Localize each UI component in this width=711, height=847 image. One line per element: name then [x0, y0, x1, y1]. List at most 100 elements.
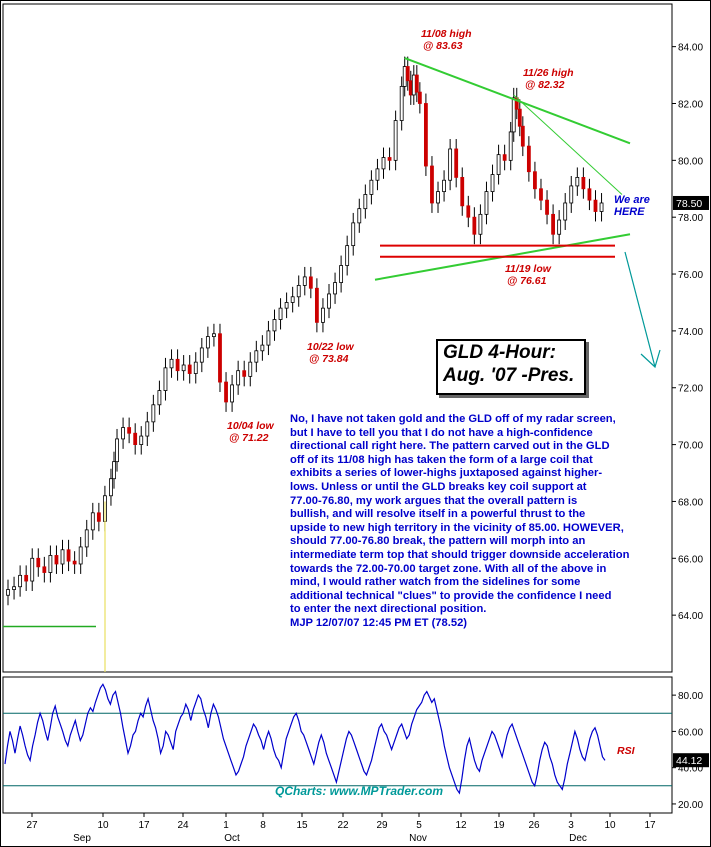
candle-body [278, 307, 283, 320]
candle [175, 349, 180, 381]
candle-body [6, 589, 10, 596]
candle-body [333, 282, 337, 295]
commentary-line: upside to new high territory in the vici… [290, 521, 624, 534]
candle-body [375, 168, 380, 181]
annotation: 10/04 low@ 71.22 [227, 420, 275, 444]
y-tick-label: 82.00 [678, 99, 703, 110]
candle [30, 548, 35, 591]
candle-body [205, 336, 210, 349]
candle-body [448, 148, 453, 181]
last-price-box [673, 195, 709, 210]
candle-body [551, 213, 555, 235]
candle-body [260, 344, 265, 352]
candle-body [539, 188, 543, 201]
candle [6, 579, 10, 606]
candle-body [302, 276, 307, 286]
chart-title-line-2: Aug. '07 -Pres. [443, 365, 575, 386]
candle-body [48, 555, 53, 573]
annotation-line: 11/19 low [505, 263, 552, 275]
annotation-line: We are [614, 194, 650, 206]
rsi-panel [2, 676, 673, 814]
candle [284, 292, 289, 319]
candle [399, 76, 404, 131]
candle-body [508, 131, 513, 161]
candle-body [266, 330, 271, 346]
candle-body [533, 171, 537, 190]
candle-body [248, 361, 253, 377]
candle-body [151, 404, 156, 423]
candle [205, 326, 210, 358]
candle-body [460, 176, 465, 207]
x-tick-label: 8 [260, 820, 266, 831]
candle [169, 349, 174, 378]
candle-body [254, 350, 259, 363]
candle [112, 451, 116, 489]
candle [115, 428, 119, 472]
candle-body [60, 549, 65, 565]
candle-body [575, 176, 580, 187]
annotation: 10/22 low@ 73.84 [307, 341, 355, 365]
candle [526, 136, 531, 182]
annotation-line: @ 71.22 [229, 432, 269, 444]
candle [454, 139, 459, 188]
candle-body [414, 74, 419, 93]
candle-body [84, 529, 89, 548]
rsi-y-tick-label: 80.00 [678, 691, 703, 702]
x-tick-label: 3 [568, 820, 574, 831]
candle [436, 181, 440, 213]
candle [199, 338, 204, 373]
candle [533, 161, 537, 199]
candle-body [526, 145, 531, 173]
rsi-last-box [673, 753, 709, 768]
x-tick-label: 19 [493, 820, 505, 831]
candle-body [187, 364, 192, 374]
rsi-y-tick-label: 60.00 [678, 727, 703, 738]
month-label: Nov [409, 833, 427, 844]
candle-body [42, 566, 47, 573]
candle [12, 576, 16, 600]
candle [24, 565, 29, 591]
candle-body [587, 188, 592, 201]
x-tick-label: 15 [296, 820, 308, 831]
candle [84, 519, 89, 557]
y-tick-label: 64.00 [678, 611, 703, 622]
candle [593, 190, 598, 222]
downside-arrow-shaft [624, 251, 656, 368]
candle-body [405, 66, 410, 82]
candle [508, 121, 513, 171]
rsi-y-tick-label: 20.00 [678, 800, 703, 811]
candle [60, 539, 65, 574]
candle [405, 56, 410, 91]
candle [511, 87, 516, 142]
candle-body [96, 512, 101, 522]
commentary-line: mind, I would rather watch from the side… [290, 576, 581, 589]
candle-body [563, 202, 568, 221]
commentary-line: should 77.00-76.80 break, the pattern wi… [290, 535, 586, 548]
candle [351, 212, 356, 256]
candle [587, 178, 592, 211]
candle [133, 423, 138, 455]
candle-body [417, 91, 422, 104]
candle [448, 139, 453, 191]
candle-body [387, 157, 392, 161]
annotation-line: 11/08 high [421, 28, 472, 40]
rsi-label: RSI [617, 745, 636, 757]
candle-body [357, 208, 362, 224]
candle [308, 266, 313, 299]
candle [272, 309, 277, 341]
candle [314, 278, 319, 333]
x-tick-label: 5 [416, 820, 422, 831]
candle-body [569, 185, 574, 204]
commentary-line: off of its 11/08 high has taken the form… [290, 453, 593, 466]
candle [442, 170, 446, 202]
commentary-line: directional call right here. The pattern… [290, 440, 610, 453]
candle [557, 210, 562, 245]
candle [545, 190, 549, 225]
inner-trendline [513, 94, 623, 195]
candle-body [296, 285, 301, 298]
candle [466, 195, 471, 228]
candle-body [175, 358, 180, 372]
commentary-line: towards the 72.00-70.00 target zone. Wit… [290, 562, 607, 575]
